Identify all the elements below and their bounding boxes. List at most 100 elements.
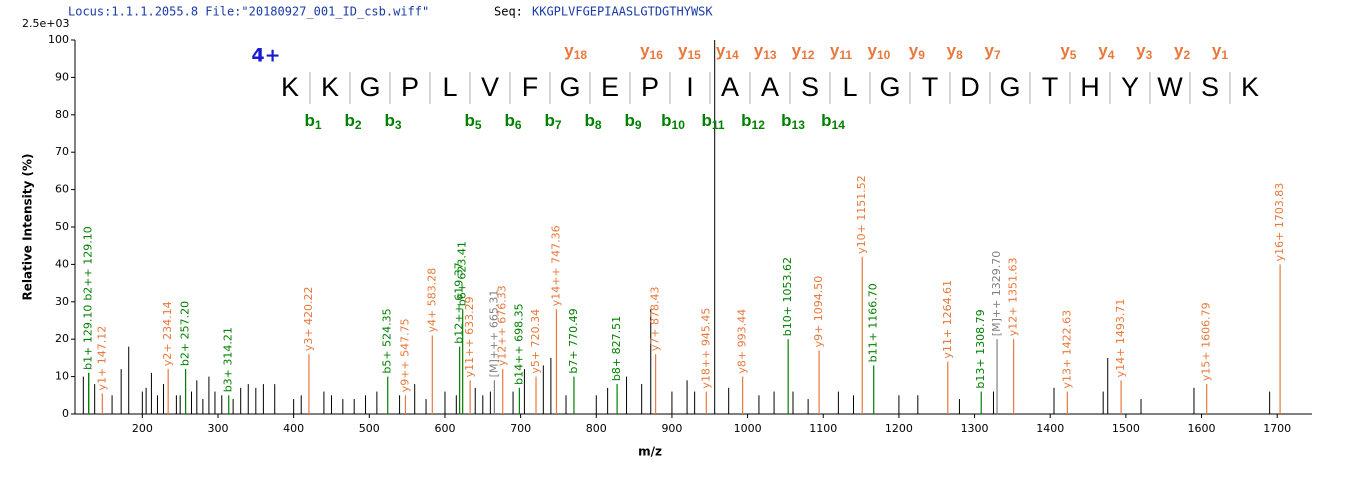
x-tick-label: 1100 <box>809 422 837 435</box>
residue: I <box>686 72 694 102</box>
ion-number: 15 <box>687 48 701 62</box>
ion-label: b6 <box>504 111 521 132</box>
residue: S <box>801 72 819 102</box>
x-tick-label: 800 <box>586 422 607 435</box>
ion-letter: y <box>678 41 688 60</box>
y-tick-label: 100 <box>48 33 69 46</box>
ion-label: y5 <box>1060 41 1076 62</box>
ion-number: 5 <box>1070 48 1077 62</box>
peak-label: y8+ 993.44 <box>736 309 749 374</box>
ion-number: 1 <box>1221 48 1228 62</box>
residue: E <box>601 72 619 102</box>
ion-label: y7 <box>985 41 1001 62</box>
ion-number: 11 <box>712 118 725 132</box>
ion-number: 5 <box>475 118 482 132</box>
ion-letter: y <box>830 41 840 60</box>
x-tick-label: 1300 <box>961 422 989 435</box>
ion-label: b1 <box>304 111 321 132</box>
y-tick-label: 0 <box>62 407 69 420</box>
header: Locus:1.1.1.2055.8 File:"20180927_001_ID… <box>68 5 429 19</box>
peak-label: b7+ 770.49 <box>567 308 580 373</box>
ion-number: 13 <box>763 48 777 62</box>
residue: K <box>281 72 299 102</box>
ion-number: 18 <box>574 48 588 62</box>
x-tick-label: 300 <box>207 422 228 435</box>
x-tick-label: 1200 <box>885 422 913 435</box>
ion-letter: y <box>909 41 919 60</box>
ion-number: 3 <box>395 118 402 132</box>
ion-label: y9 <box>909 41 925 62</box>
ion-label: b10 <box>661 111 685 132</box>
residue: K <box>321 72 339 102</box>
ion-letter: y <box>867 41 877 60</box>
peak-label: y4+ 583.28 <box>425 268 438 333</box>
ion-number: 12 <box>752 118 766 132</box>
peak-label: y16+ 1703.83 <box>1273 183 1286 262</box>
x-tick-label: 1500 <box>1112 422 1140 435</box>
peak-label: [M]+++ 665.31 <box>487 290 500 378</box>
ion-letter: y <box>1174 41 1184 60</box>
ion-label: y10 <box>867 41 890 62</box>
ion-letter: b <box>624 111 634 130</box>
y-tick-label: 60 <box>55 183 69 196</box>
y-tick-label: 80 <box>55 108 69 121</box>
residue: T <box>922 72 939 102</box>
ion-letter: b <box>781 111 791 130</box>
ion-letter: b <box>304 111 314 130</box>
residue: P <box>401 72 419 102</box>
peak-label: y18++ 945.45 <box>699 308 712 389</box>
ion-label: y16 <box>640 41 663 62</box>
ion-number: 9 <box>918 48 925 62</box>
ion-number: 1 <box>315 118 322 132</box>
ion-number: 9 <box>635 118 642 132</box>
y-tick-label: 10 <box>55 370 69 383</box>
residue: H <box>1080 72 1100 102</box>
residue: V <box>481 72 499 102</box>
residue: F <box>522 72 539 102</box>
residue: S <box>1201 72 1219 102</box>
peak-label: y14+ 1493.71 <box>1114 299 1127 378</box>
residue: Y <box>1121 72 1139 102</box>
y-tick-label: 30 <box>55 295 69 308</box>
residue: L <box>842 72 857 102</box>
ion-letter: b <box>504 111 514 130</box>
peak-label: y9+ 1094.50 <box>812 276 825 348</box>
peak-label: b10+ 1053.62 <box>781 257 794 336</box>
ion-letter: b <box>464 111 474 130</box>
peak-label: y14++ 747.36 <box>549 225 562 306</box>
peak-label: b14++ 698.35 <box>512 303 525 384</box>
peak-label: b2+ 257.20 <box>179 301 192 366</box>
ion-label: b7 <box>544 111 561 132</box>
ion-label: y13 <box>754 41 777 62</box>
residue: P <box>641 72 659 102</box>
ion-number: 10 <box>877 48 891 62</box>
x-tick-label: 1400 <box>1036 422 1064 435</box>
x-tick-label: 700 <box>510 422 531 435</box>
x-tick-label: 900 <box>661 422 682 435</box>
peak-label: b13+ 1308.79 <box>974 309 987 388</box>
x-axis-label: m/z <box>638 445 662 459</box>
peak-label: b11+ 1166.70 <box>867 283 880 362</box>
ion-letter: b <box>701 111 711 130</box>
residue: G <box>879 72 900 102</box>
ion-letter: y <box>985 41 995 60</box>
residue: D <box>960 72 980 102</box>
ion-label: y14 <box>716 41 739 62</box>
ion-number: 8 <box>595 118 602 132</box>
peak-label: y15+ 1606.79 <box>1200 302 1213 381</box>
ion-label: y8 <box>947 41 963 62</box>
ion-label: y15 <box>678 41 701 62</box>
ion-number: 11 <box>839 48 852 62</box>
residue: K <box>1241 72 1259 102</box>
peak-label: y7+ 878.43 <box>649 286 662 351</box>
x-tick-label: 400 <box>283 422 304 435</box>
ion-number: 12 <box>801 48 815 62</box>
peak-label: y5+ 720.34 <box>529 309 542 374</box>
peak-label: b2++ 129.10 <box>82 226 95 300</box>
ion-label: b12 <box>741 111 765 132</box>
y-tick-label: 90 <box>55 70 69 83</box>
y-tick-label: 50 <box>55 220 69 233</box>
ion-label: b5 <box>464 111 481 132</box>
ion-letter: y <box>792 41 802 60</box>
